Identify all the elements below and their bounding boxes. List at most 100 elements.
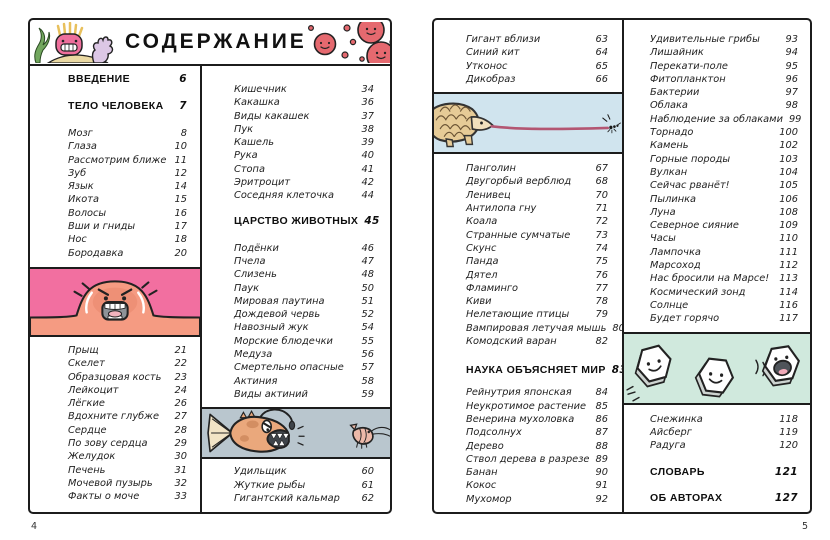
toc-entry-page: 36: [361, 97, 374, 109]
toc-entry-page: 102: [779, 140, 798, 152]
toc-entry-label: Образцовая кость: [68, 371, 162, 383]
pangolin-tongue-ant-illustration: [434, 92, 622, 155]
toc-entry-label: Лейкоцит: [68, 384, 119, 396]
toc-entry-page: 42: [361, 177, 374, 189]
toc-heading-animal-kingdom: ЦАРСТВО ЖИВОТНЫХ 45: [234, 213, 379, 229]
toc-entry: Ствол дерева в разрезе 89: [466, 453, 608, 466]
toc-entry-page: 44: [361, 190, 374, 202]
toc-entry-label: Какашка: [234, 97, 280, 109]
toc-entry: Рука 40: [234, 149, 374, 162]
toc-entry-label: СЛОВАРЬ: [650, 466, 705, 479]
toc-heading-human-body: ТЕЛО ЧЕЛОВЕКА 7: [68, 98, 187, 114]
toc-entry: Солнце 116: [650, 299, 798, 312]
toc-section-heading: СЛОВАРЬ 121: [650, 464, 798, 480]
toc-entry: Лишайник 94: [650, 46, 798, 59]
toc-entry-label: ВВЕДЕНИЕ: [68, 73, 130, 85]
toc-heading-science: НАУКА ОБЪЯСНЯЕТ МИР 83: [466, 362, 622, 378]
toc-entry-page: 14: [174, 181, 187, 193]
toc-entry-label: ЦАРСТВО ЖИВОТНЫХ: [234, 214, 359, 227]
toc-entry-label: Ствол дерева в разрезе: [466, 453, 590, 465]
toc-entry-page: 104: [779, 166, 798, 178]
toc-entry-page: 39: [361, 137, 374, 149]
toc-entry: Пук 38: [234, 123, 374, 136]
seaweed-anemone-coral-icon: [34, 21, 114, 63]
toc-entry-label: Скунс: [466, 242, 497, 254]
anglerfish-shrimp-illustration: [202, 407, 390, 460]
toc-entry-page: 33: [174, 491, 187, 503]
toc-entry-label: Паук: [234, 282, 260, 294]
toc-entry: Лейкоцит 24: [68, 384, 187, 397]
toc-entry: Мировая паутина 51: [234, 295, 374, 308]
toc-list-science-1: Рейнутрия японская 84 Неукротимое растение…: [466, 386, 608, 506]
toc-entry: Подёнки 46: [234, 242, 374, 255]
toc-entry: Кашель 39: [234, 136, 374, 149]
toc-entry-label: Киви: [466, 296, 492, 308]
toc-entry: Мухомор 92: [466, 493, 608, 506]
toc-entry-page: 45: [364, 214, 380, 227]
toc-entry: Неукротимое растение 85: [466, 400, 608, 413]
toc-entry-page: 24: [174, 384, 187, 396]
toc-entry: Банан 90: [466, 466, 608, 479]
toc-section-heading: ВВЕДЕНИЕ 6: [68, 71, 187, 87]
angry-pimple-illustration: [30, 266, 200, 337]
toc-entry-label: Вампировая летучая мышь: [466, 322, 607, 334]
toc-entry-label: Бактерии: [650, 87, 700, 99]
toc-entry-page: 56: [361, 349, 374, 361]
toc-entry-label: Коала: [466, 216, 498, 228]
toc-entry-label: НАУКА ОБЪЯСНЯЕТ МИР: [466, 364, 606, 377]
toc-entry-page: 94: [785, 47, 798, 59]
toc-entry-page: 27: [174, 411, 187, 423]
toc-entry-label: Синий кит: [466, 47, 520, 59]
toc-entry-page: 40: [361, 150, 374, 162]
toc-entry-page: 87: [595, 427, 608, 439]
toc-entry-label: Глаза: [68, 141, 97, 153]
toc-entry-label: ОБ АВТОРАХ: [650, 492, 723, 505]
toc-entry: Пылинка 106: [650, 193, 798, 206]
toc-entry-page: 105: [779, 180, 798, 192]
toc-entry-label: Рассмотрим ближе: [68, 154, 167, 166]
toc-entry-label: Панда: [466, 256, 499, 268]
toc-entry-label: Будет горячо: [650, 313, 720, 325]
toc-entry-page: 38: [361, 123, 374, 135]
toc-entry: Облака 98: [650, 99, 798, 112]
toc-entry-label: Фитопланктон: [650, 73, 726, 85]
toc-entry: Смертельно опасные 57: [234, 361, 374, 374]
toc-entry-label: Подёнки: [234, 242, 279, 254]
toc-entry: Бородавка 20: [68, 247, 187, 260]
toc-entry-page: 112: [779, 260, 798, 272]
toc-list-animals-3: Гигант вблизи 63 Синий кит 64 Утконос 65 Дикоб…: [466, 33, 608, 86]
toc-entry-page: 47: [361, 255, 374, 267]
toc-column-1: ВВЕДЕНИЕ 6 ТЕЛО ЧЕЛОВЕКА 7 Мозг 8 Глаза 10 Рас…: [30, 66, 202, 512]
toc-entry-label: Венерина мухоловка: [466, 413, 575, 425]
toc-entry-label: Двугорбый верблюд: [466, 176, 572, 188]
toc-entry-page: 79: [595, 309, 608, 321]
toc-entry-page: 16: [174, 207, 187, 219]
right-page-columns: Гигант вблизи 63 Синий кит 64 Утконос 65 Дикоб…: [434, 20, 810, 512]
toc-entry-page: 127: [774, 492, 798, 505]
toc-entry: Печень 31: [68, 464, 187, 477]
toc-entry-page: 83: [611, 364, 622, 377]
toc-entry: Стопа 41: [234, 163, 374, 176]
toc-entry-page: 48: [361, 269, 374, 281]
toc-entry: Язык 14: [68, 180, 187, 193]
toc-entry: Перекати-поле 95: [650, 60, 798, 73]
toc-entry: Рейнутрия японская 84: [466, 386, 608, 399]
toc-entry-page: 23: [174, 371, 187, 383]
toc-entry-page: 109: [779, 220, 798, 232]
toc-entry: Вулкан 104: [650, 166, 798, 179]
toc-entry-page: 17: [174, 221, 187, 233]
toc-entry-label: Облака: [650, 100, 688, 112]
toc-entry-label: Желудок: [68, 451, 116, 463]
toc-entry: Дятел 76: [466, 269, 608, 282]
toc-entry-label: Пук: [234, 123, 254, 135]
toc-entry-page: 6: [179, 73, 187, 85]
toc-entry-page: 80: [612, 322, 624, 334]
toc-entry-label: Антилопа гну: [466, 203, 537, 215]
toc-entry-page: 76: [595, 269, 608, 281]
toc-entry-page: 61: [361, 479, 374, 491]
toc-entry-label: Удивительные грибы: [650, 34, 760, 45]
toc-entry-label: Космический зонд: [650, 286, 746, 298]
toc-entry: Виды актиний 59: [234, 388, 374, 401]
toc-entry: Зуб 12: [68, 167, 187, 180]
toc-column-2: Кишечник 34 Какашка 36 Виды какашек 37 Пук 38 Ка…: [202, 66, 390, 512]
